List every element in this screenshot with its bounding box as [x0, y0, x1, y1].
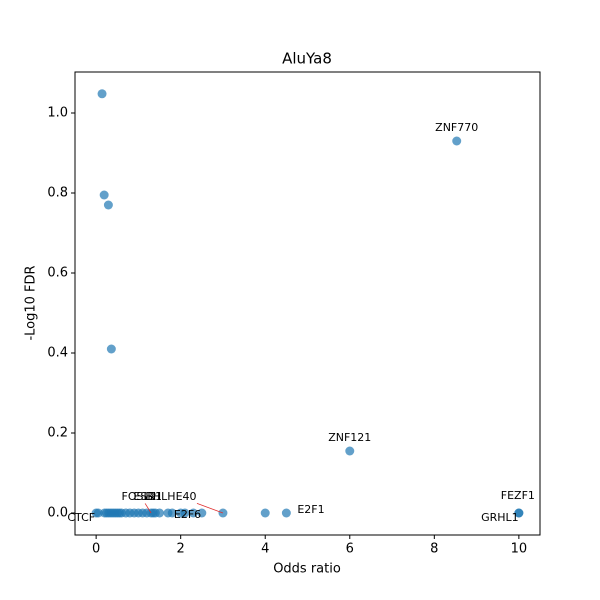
x-tick-label: 10: [511, 542, 528, 557]
annotation: GRHL1: [481, 511, 519, 524]
x-axis-label: Odds ratio: [273, 562, 341, 577]
annotation: CTCF: [67, 511, 95, 524]
point: [281, 508, 291, 518]
chart-title: AluYa8: [282, 50, 332, 68]
point: [188, 508, 198, 518]
annotation: E2F6: [174, 508, 201, 521]
y-tick-label: 0.8: [47, 186, 68, 201]
annotation: FOSL2: [122, 490, 157, 503]
annotation: ESR1: [133, 490, 162, 503]
point: [180, 508, 190, 518]
point: [345, 446, 355, 456]
x-tick-label: 8: [430, 542, 438, 557]
point: [103, 200, 113, 210]
annotation: BHLHE40: [145, 490, 196, 503]
point: [99, 190, 109, 200]
y-tick-label: 0.4: [47, 346, 68, 361]
point: [106, 344, 116, 354]
x-tick-label: 0: [92, 542, 100, 557]
y-tick-label: 0.6: [47, 266, 68, 281]
point: [452, 136, 462, 146]
x-tick-label: 6: [346, 542, 354, 557]
point: [260, 508, 270, 518]
y-tick-label: 1.0: [47, 106, 68, 121]
x-tick-label: 2: [177, 542, 185, 557]
y-tick-label: 0.0: [47, 506, 68, 521]
annotation: FEZF1: [501, 489, 535, 502]
leader-line: [196, 503, 224, 514]
annotation: E2F1: [297, 503, 324, 516]
point: [155, 508, 165, 518]
point: [97, 89, 107, 99]
leader-line: [144, 503, 152, 514]
point: [514, 508, 524, 518]
y-axis-label: -Log10 FDR: [24, 265, 39, 340]
point: [93, 508, 103, 518]
point: [167, 508, 177, 518]
point: [197, 508, 207, 518]
plot-frame: [74, 71, 541, 536]
annotation: ZNF121: [328, 431, 371, 444]
x-tick-label: 4: [261, 542, 269, 557]
annotation: ZNF770: [435, 121, 478, 134]
y-tick-label: 0.2: [47, 426, 68, 441]
